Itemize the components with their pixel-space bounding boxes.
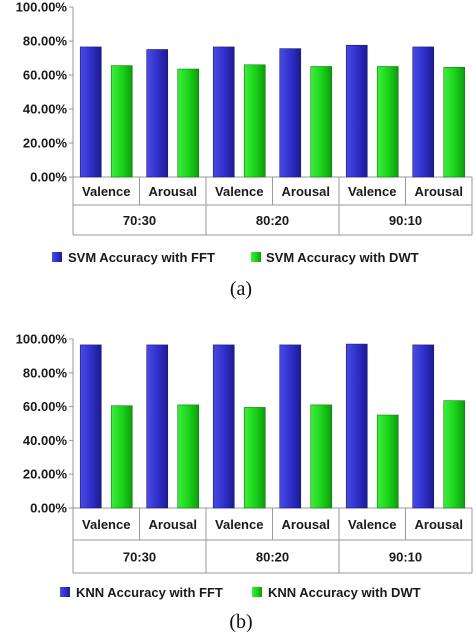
chart-b-category-label: Valence: [215, 517, 263, 532]
chart-b: 0.00% 20.00% 40.00% 60.00% 80.00% 100.00% Vale…: [16, 332, 473, 632]
chart-b-y-tick-label: 80.00%: [23, 365, 68, 380]
chart-a-bar-series1: [345, 44, 368, 178]
chart-b-bar-series2: [310, 404, 333, 509]
chart-b-bar-series2: [376, 414, 399, 509]
chart-a-y-tick-label: 100.00%: [16, 0, 68, 15]
chart-b-group-label: 70:30: [123, 550, 156, 565]
chart-a-y-tick-label: 20.00%: [23, 136, 68, 151]
chart-b-bar-series2: [443, 400, 466, 509]
chart-b-bar-series2: [243, 407, 266, 509]
chart-a-category-label: Valence: [82, 184, 130, 199]
chart-a-category-label: Valence: [348, 184, 396, 199]
chart-a-bar-series2: [376, 66, 399, 178]
chart-b-group-label: 90:10: [389, 550, 422, 565]
chart-a-legend-swatch-2: [251, 252, 261, 262]
chart-a-bar-series1: [279, 48, 302, 178]
chart-a: 0.00% 20.00% 40.00% 60.00% 80.00% 100.00% Vale…: [16, 0, 473, 300]
chart-b-bar-series2: [110, 405, 133, 509]
chart-b-y-tick-label: 60.00%: [23, 399, 68, 414]
chart-a-group-label: 70:30: [123, 213, 156, 228]
chart-b-bar-series1: [412, 344, 435, 509]
chart-a-plot: 0.00% 20.00% 40.00% 60.00% 80.00% 100.00% Vale…: [16, 0, 473, 236]
chart-a-caption: (a): [230, 278, 252, 300]
chart-b-group-label: 80:20: [256, 550, 289, 565]
chart-a-legend-label-1: SVM Accuracy with FFT: [68, 250, 215, 265]
chart-a-category-label: Arousal: [282, 184, 330, 199]
chart-b-legend-swatch-2: [252, 587, 262, 597]
chart-b-y-tick-label: 0.00%: [30, 501, 67, 516]
chart-a-group-label: 90:10: [389, 213, 422, 228]
chart-b-y-tick-label: 20.00%: [23, 467, 68, 482]
chart-b-bar-series1: [146, 344, 169, 509]
chart-a-category-label: Valence: [215, 184, 263, 199]
chart-b-category-label: Arousal: [415, 517, 463, 532]
chart-a-y-tick-label: 0.00%: [30, 170, 67, 185]
chart-b-y-tick-label: 40.00%: [23, 433, 68, 448]
chart-b-bar-series1: [345, 343, 368, 509]
chart-a-legend-label-2: SVM Accuracy with DWT: [266, 250, 419, 265]
chart-a-y-tick-label: 40.00%: [23, 102, 68, 117]
chart-b-bar-series1: [79, 344, 102, 509]
chart-a-bar-series1: [412, 46, 435, 178]
chart-b-category-label: Valence: [348, 517, 396, 532]
chart-b-category-label: Valence: [82, 517, 130, 532]
chart-a-category-label: Arousal: [415, 184, 463, 199]
chart-a-bar-series2: [110, 65, 133, 178]
chart-a-category-label: Arousal: [149, 184, 197, 199]
chart-b-bar-series1: [279, 344, 302, 509]
chart-a-y-tick-label: 80.00%: [23, 34, 68, 49]
chart-a-legend-swatch-1: [52, 252, 62, 262]
chart-b-legend-label-2: KNN Accuracy with DWT: [268, 585, 421, 600]
chart-a-bar-series1: [212, 46, 235, 178]
chart-b-caption: (b): [229, 611, 252, 632]
chart-a-y-tick-label: 60.00%: [23, 68, 68, 83]
chart-a-legend: SVM Accuracy with FFT SVM Accuracy with …: [52, 250, 419, 265]
chart-b-legend-swatch-1: [60, 587, 70, 597]
chart-a-bar-series1: [146, 49, 169, 178]
chart-b-legend: KNN Accuracy with FFT KNN Accuracy with …: [60, 585, 421, 600]
chart-a-bar-series2: [443, 67, 466, 178]
chart-b-category-label: Arousal: [149, 517, 197, 532]
chart-b-category-label: Arousal: [282, 517, 330, 532]
chart-b-bar-series2: [177, 404, 200, 509]
chart-b-legend-label-1: KNN Accuracy with FFT: [76, 585, 223, 600]
chart-a-bar-series1: [79, 46, 102, 178]
chart-a-group-label: 80:20: [256, 213, 289, 228]
chart-a-bar-series2: [177, 68, 200, 178]
chart-a-bar-series2: [310, 66, 333, 178]
chart-b-plot: 0.00% 20.00% 40.00% 60.00% 80.00% 100.00% Vale…: [16, 332, 473, 574]
chart-b-y-tick-label: 100.00%: [16, 332, 68, 347]
chart-b-bar-series1: [212, 344, 235, 509]
chart-a-bar-series2: [243, 64, 266, 178]
